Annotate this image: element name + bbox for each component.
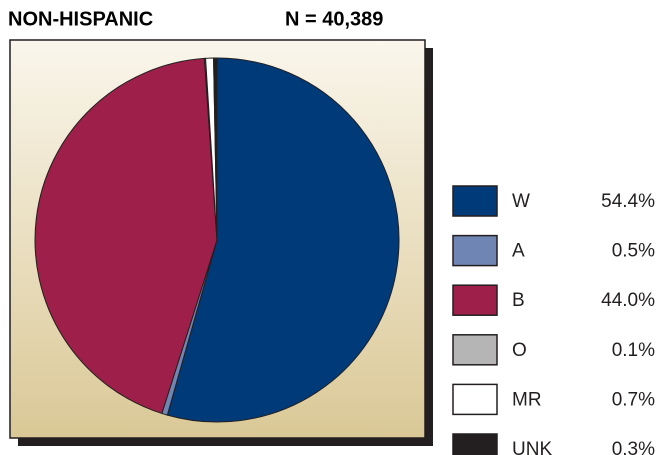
- pie-slice: [34, 57, 218, 415]
- legend-value: 0.5%: [612, 241, 655, 262]
- legend-label: A: [512, 241, 525, 262]
- legend-swatch: [452, 433, 498, 455]
- pie-slice: [213, 57, 218, 241]
- legend-label: MR: [512, 389, 542, 410]
- legend-swatch: [452, 234, 498, 267]
- legend-label: B: [512, 290, 525, 311]
- legend-value: 54.4%: [601, 191, 655, 212]
- chart-title: NON-HISPANIC: [8, 8, 153, 30]
- pie-slice: [166, 57, 400, 423]
- legend-value: 0.1%: [612, 340, 655, 361]
- legend-value: 0.3%: [612, 439, 655, 455]
- legend-swatch: [452, 383, 498, 416]
- legend-swatch: [452, 185, 498, 217]
- legend-swatch: [452, 334, 498, 366]
- legend-value: 44.0%: [601, 290, 655, 311]
- legend-value: 0.7%: [612, 389, 655, 410]
- chart-subtitle: N = 40,389: [285, 8, 383, 30]
- legend-label: UNK: [512, 439, 552, 455]
- legend-swatch: [452, 284, 498, 316]
- legend-label: O: [512, 340, 527, 361]
- legend-label: W: [512, 191, 530, 212]
